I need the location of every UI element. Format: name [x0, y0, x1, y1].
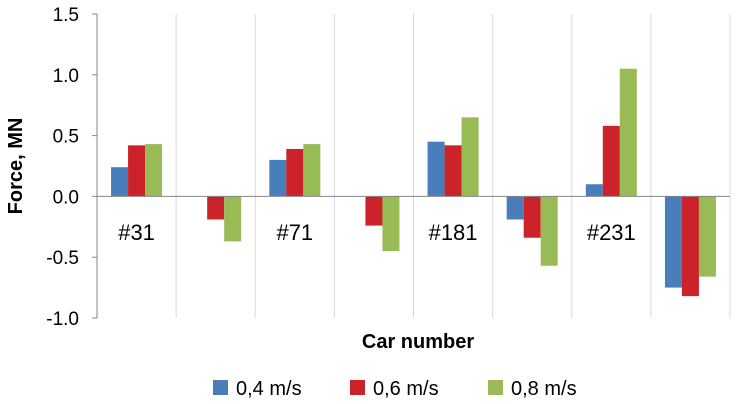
- gridlines: [96, 14, 731, 318]
- category-label: #231: [587, 220, 636, 245]
- legend-swatch: [350, 380, 365, 395]
- bar: [619, 68, 637, 197]
- y-tick-label: -1.0: [46, 309, 79, 330]
- bar: [207, 196, 225, 220]
- bar: [269, 159, 287, 197]
- y-tick-label: -0.5: [46, 248, 79, 269]
- legend-label: 0,4 m/s: [236, 378, 302, 400]
- x-axis-title: Car number: [362, 331, 474, 353]
- bar: [111, 167, 129, 197]
- y-tick-labels: -1.0 -0.5 0.0 0.5 1.0 1.5: [46, 5, 79, 330]
- bar: [303, 144, 321, 197]
- legend-swatch: [488, 380, 503, 395]
- legend: 0,4 m/s 0,6 m/s 0,8 m/s: [213, 378, 577, 400]
- bar: [128, 145, 146, 197]
- axes: [92, 13, 730, 319]
- y-tick-label: 1.5: [53, 5, 79, 26]
- bar: [444, 145, 462, 197]
- bar: [461, 117, 479, 197]
- bar: [523, 196, 541, 238]
- y-tick-label: 0.5: [53, 127, 79, 148]
- bar: [145, 144, 163, 197]
- bar: [286, 148, 304, 197]
- bar: [540, 196, 558, 266]
- category-label: #31: [118, 220, 155, 245]
- category-label: #71: [276, 220, 313, 245]
- y-axis-title: Force, MN: [5, 118, 27, 215]
- legend-swatch: [213, 380, 228, 395]
- bar: [427, 141, 445, 197]
- bars: [111, 68, 716, 297]
- bar: [506, 196, 524, 220]
- category-labels: #31 #71 #181 #231: [118, 220, 636, 245]
- bar: [681, 196, 699, 297]
- category-label: #181: [429, 220, 478, 245]
- legend-label: 0,6 m/s: [373, 378, 439, 400]
- bar: [664, 196, 682, 288]
- legend-label: 0,8 m/s: [511, 378, 577, 400]
- y-tick-label: 0.0: [53, 187, 79, 208]
- y-tick-label: 1.0: [53, 66, 79, 87]
- bar: [365, 196, 383, 226]
- bar: [382, 196, 400, 252]
- bar: [602, 125, 620, 197]
- bar: [585, 184, 603, 197]
- bar: [698, 196, 716, 277]
- bar: [224, 196, 242, 242]
